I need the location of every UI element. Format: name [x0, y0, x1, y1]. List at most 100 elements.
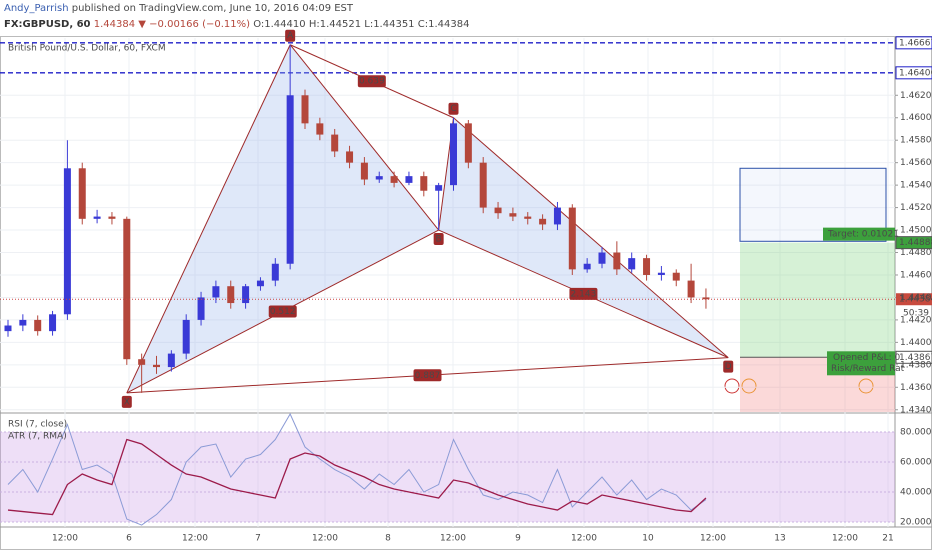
target-text: Target: 0.01021 [827, 230, 899, 240]
y-tick-label: 1.44800 [900, 248, 932, 258]
y-tick-label: 1.45200 [900, 203, 932, 213]
y-tick-label: 1.43600 [900, 383, 932, 393]
y-tick-label: 1.45600 [900, 158, 932, 168]
candle-body [108, 216, 116, 219]
candle-body [450, 123, 457, 186]
indicator-line [7, 412, 707, 526]
point-label: X [124, 397, 130, 407]
candle-body [182, 319, 190, 354]
candle-body [509, 213, 517, 217]
x-tick-label: 12:00 [832, 534, 858, 544]
rsi-band [0, 432, 895, 523]
point-tag [121, 395, 132, 408]
ohlc-low: L:1.44351 [364, 19, 414, 30]
candle-body [212, 286, 220, 298]
candle-body [242, 286, 250, 304]
x-tick-label: 12:00 [571, 534, 597, 544]
alert-icons [724, 378, 874, 394]
candle-body [598, 252, 606, 264]
candle-body [227, 286, 235, 304]
candle-body [435, 185, 443, 191]
candle-body [63, 168, 71, 315]
published: published on TradingView.com, June 10, 2… [72, 3, 354, 14]
ratio-tag [569, 287, 598, 300]
change: −0.00166 (−0.11%) [149, 19, 250, 30]
icon[interactable] [858, 378, 874, 394]
icon[interactable] [741, 378, 757, 394]
quote-line: FX:GBPUSD, 60 1.44384 ▼ −0.00166 (−0.11%… [4, 19, 469, 30]
point-label: B [436, 235, 442, 245]
level-label: 1.46400 [899, 68, 932, 78]
rr-text: Risk/Reward Rat [831, 364, 905, 374]
point-label: D [725, 362, 732, 372]
candle-body [613, 252, 621, 270]
x-tick-label: 12:00 [52, 534, 78, 544]
y-tick-label: 20.0000 [900, 518, 932, 528]
target-tag [823, 227, 895, 241]
position-tag [895, 350, 932, 364]
icon[interactable] [724, 378, 740, 394]
header-line: Andy_Parrish published on TradingView.co… [4, 3, 354, 14]
y-tick-label: 40.0000 [900, 488, 932, 498]
last-price-label: 1.44384 [899, 295, 932, 305]
x-tick-label: 8 [385, 534, 391, 544]
ratio-label: 0.639 [359, 77, 385, 87]
pattern-leg [289, 44, 440, 231]
candle-body [153, 364, 160, 368]
x-tick-label: 21 [882, 534, 893, 544]
x-tick-label: 10 [642, 534, 654, 544]
x-tick-label: 12:00 [182, 534, 208, 544]
candle-body [197, 297, 205, 320]
candle-body [657, 272, 665, 275]
level-tag [895, 36, 932, 50]
candle-body [286, 95, 294, 264]
y-tick-label: 1.46000 [900, 113, 932, 123]
y-tick-label: 60.0000 [900, 458, 932, 468]
pnl-text: Opened P&L: 0 [833, 353, 901, 363]
ohlc-open: O:1.44410 [253, 19, 305, 30]
ratio-label: 2.143 [571, 289, 597, 299]
candle-body [702, 297, 710, 300]
y-tick-label: 1.45800 [900, 136, 932, 146]
y-tick-label: 1.45400 [900, 181, 932, 191]
x-tick-label: 9 [515, 534, 521, 544]
ohlc-close: C:1.44384 [418, 19, 470, 30]
chart-legend: British Pound/U.S. Dollar, 60, FXCM [8, 44, 166, 54]
candle-body [34, 319, 42, 332]
candle-body [19, 319, 27, 326]
level-tag [895, 66, 932, 80]
candle-body [524, 216, 532, 219]
candle-body [301, 95, 309, 124]
position-label: 1.44888 [899, 238, 932, 248]
author[interactable]: Andy_Parrish [4, 3, 69, 14]
y-tick-label: 1.43800 [900, 360, 932, 370]
last-price-tag [896, 293, 932, 306]
point-tag [723, 360, 734, 373]
candle-body [331, 134, 339, 152]
ohlc-high: H:1.44521 [309, 19, 361, 30]
candle-body [479, 162, 487, 208]
level-label: 1.46667 [899, 38, 932, 48]
point-tag [433, 233, 444, 246]
candle-body [360, 162, 368, 180]
indicator-name: RSI (7, close) [8, 420, 67, 430]
indicator-line [7, 438, 707, 516]
pnl-tag [827, 351, 895, 376]
y-tick-label: 1.43400 [900, 405, 932, 415]
x-tick-label: 12:00 [312, 534, 338, 544]
candle-body [687, 280, 695, 298]
candle-body [375, 176, 383, 180]
arrow: ▼ [138, 19, 146, 30]
y-tick-label: 80.0000 [900, 428, 932, 438]
point-tag [448, 102, 459, 115]
candle-body [167, 353, 175, 368]
y-tick-label: 1.45000 [900, 226, 932, 236]
last: 1.44384 [94, 19, 135, 30]
candle-body [49, 314, 57, 332]
countdown: 50:39 [903, 309, 929, 319]
y-tick-label: 1.46200 [900, 91, 932, 101]
candle-body [405, 176, 413, 183]
ratio-label: 0.512 [270, 307, 296, 317]
position-label: 1.43867 [899, 353, 932, 363]
candle-body [628, 258, 636, 270]
